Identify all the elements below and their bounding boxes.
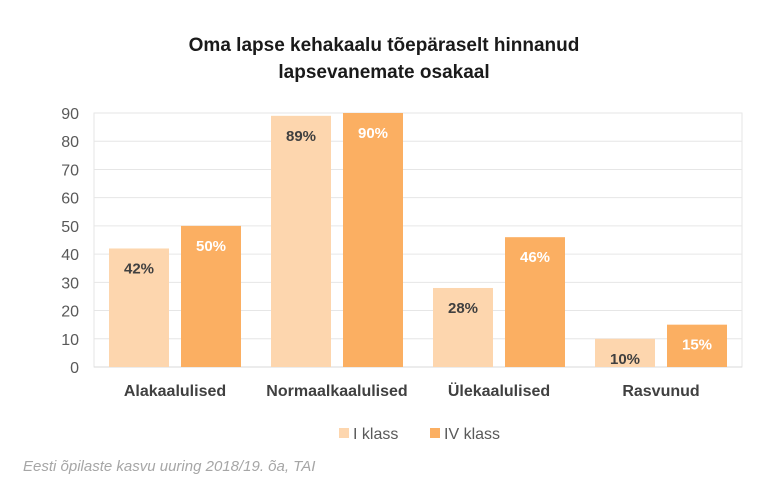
y-tick-label: 30 [61, 275, 79, 292]
bar [343, 113, 403, 367]
y-tick-label: 40 [61, 247, 79, 264]
legend-swatch [430, 428, 440, 438]
legend-item: I klass [339, 426, 398, 443]
y-axis-ticks: 0 10 20 30 40 50 60 70 80 90 [61, 106, 79, 377]
data-label: 89% [286, 128, 316, 145]
y-tick-label: 20 [61, 304, 79, 321]
chart-title-line-2: lapsevanemate osakaal [278, 62, 490, 83]
data-label: 90% [358, 125, 388, 142]
data-label: 10% [610, 351, 640, 368]
data-label: 28% [448, 300, 478, 317]
bar [109, 248, 169, 367]
legend: I klass IV klass [339, 426, 500, 443]
legend-swatch [339, 428, 349, 438]
y-tick-label: 50 [61, 219, 79, 236]
y-tick-label: 80 [61, 134, 79, 151]
y-tick-label: 10 [61, 332, 79, 349]
bar [181, 225, 241, 367]
chart-title-line-1: Oma lapse kehakaalu tõepäraselt hinnanud [188, 35, 580, 56]
legend-label: IV klass [444, 426, 500, 443]
bar [667, 324, 727, 367]
data-label: 50% [196, 238, 226, 255]
chart-title: Oma lapse kehakaalu tõepäraselt hinnanud… [0, 32, 768, 86]
bar [271, 115, 331, 367]
y-tick-label: 90 [61, 106, 79, 123]
source-note: Eesti õpilaste kasvu uuring 2018/19. õa,… [23, 458, 316, 475]
bar [595, 338, 655, 367]
y-tick-label: 0 [70, 360, 79, 377]
x-category-label: Alakaalulised [124, 383, 226, 400]
y-tick-label: 70 [61, 162, 79, 179]
x-axis-categories: Alakaalulised Normaalkaalulised Ülekaaluli… [124, 381, 700, 400]
x-category-label: Ülekaalulised [448, 381, 550, 400]
legend-item: IV klass [430, 426, 500, 443]
data-label: 42% [124, 260, 154, 277]
bar [433, 287, 493, 367]
data-label: 46% [520, 249, 550, 266]
legend-label: I klass [353, 426, 398, 443]
bars: 42% 50% 89% 90% 28% 46% 10% 15% [109, 113, 727, 368]
bar [505, 237, 565, 367]
y-tick-label: 60 [61, 191, 79, 208]
x-category-label: Normaalkaalulised [266, 383, 407, 400]
x-category-label: Rasvunud [622, 383, 699, 400]
data-label: 15% [682, 337, 712, 354]
